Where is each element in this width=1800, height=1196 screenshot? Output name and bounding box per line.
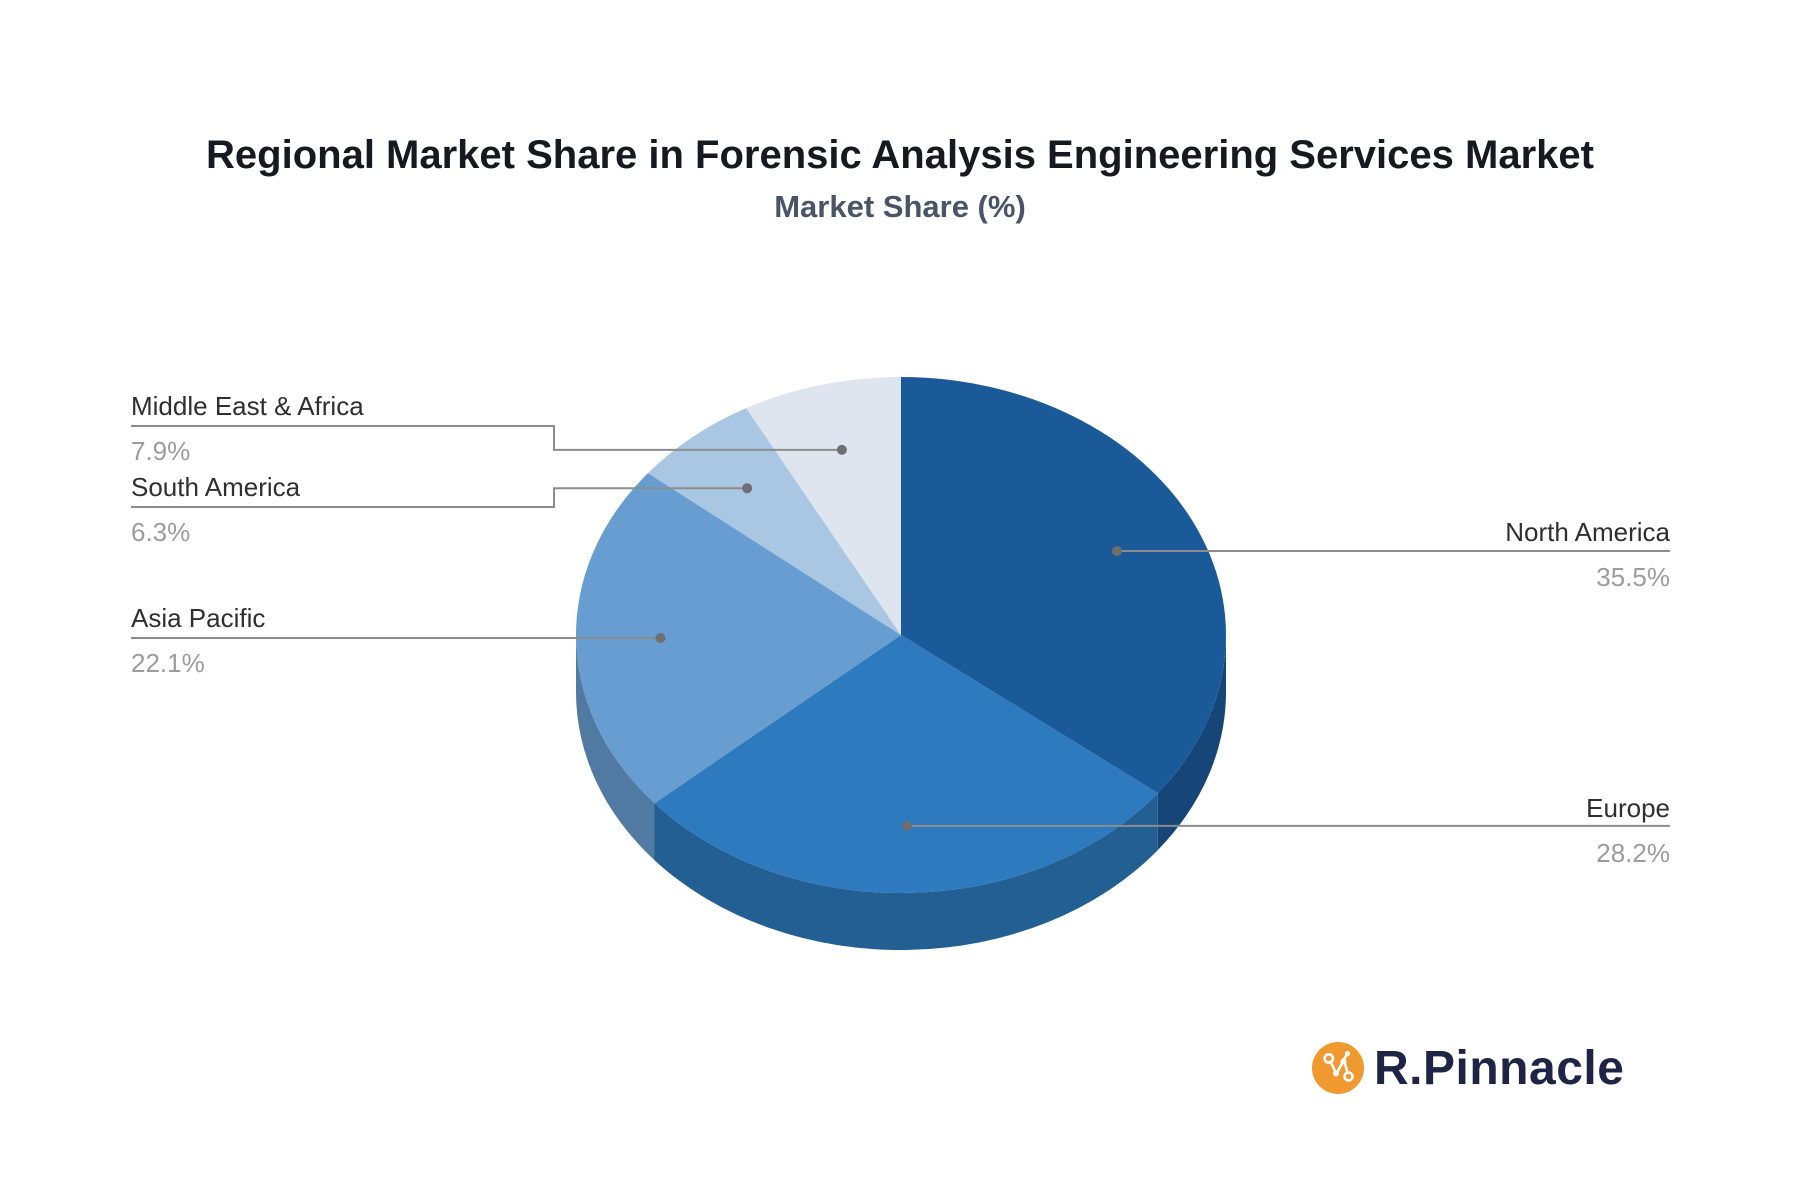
callout-north-america: North America 35.5%	[1230, 517, 1670, 592]
slice-category-label: South America	[131, 472, 301, 502]
callout-dot-europe	[902, 820, 912, 831]
slice-value-label: 28.2%	[1596, 838, 1670, 868]
brand-name: R.Pinnacle	[1374, 1041, 1625, 1095]
brand-logo: R.Pinnacle	[1312, 1041, 1625, 1095]
slice-value-label: 6.3%	[131, 517, 191, 547]
pie-depth-asia-pacific	[576, 635, 655, 861]
callout-dot-asia-pacific	[655, 633, 666, 643]
callout-line-south-america	[131, 487, 748, 508]
slice-value-label: 35.5%	[1596, 562, 1670, 592]
callout-middle-east-africa: Middle East & Africa 7.9%	[131, 391, 571, 466]
slice-value-label: 22.1%	[131, 648, 205, 678]
callout-dot-north-america	[1112, 546, 1122, 556]
network-nodes-icon	[1312, 1042, 1364, 1094]
slice-category-label: Asia Pacific	[131, 603, 266, 633]
pie-slice-middle-east-africa	[746, 376, 901, 635]
callout-south-america: South America 6.3%	[131, 472, 571, 547]
pie-slice-north-america	[901, 377, 1226, 794]
slice-category-label: Europe	[1586, 793, 1670, 823]
callout-dot-middle-east-africa	[836, 444, 847, 455]
chart-subtitle: Market Share (%)	[774, 189, 1026, 224]
pie-depth-europe	[654, 793, 1158, 951]
callout-dot-south-america	[742, 483, 753, 494]
slice-category-label: Middle East & Africa	[131, 391, 364, 421]
slice-category-label: North America	[1505, 517, 1670, 547]
callout-asia-pacific: Asia Pacific 22.1%	[131, 603, 571, 678]
callout-europe: Europe 28.2%	[1230, 793, 1670, 868]
callout-line-middle-east-africa	[131, 425, 842, 451]
slice-value-label: 7.9%	[131, 436, 191, 466]
chart-title: Regional Market Share in Forensic Analys…	[206, 133, 1594, 177]
pie-slice-south-america	[648, 408, 901, 635]
pie-slice-europe	[654, 635, 1158, 894]
pie-slice-asia-pacific	[575, 473, 901, 804]
pie-depth-north-america	[1157, 635, 1226, 851]
